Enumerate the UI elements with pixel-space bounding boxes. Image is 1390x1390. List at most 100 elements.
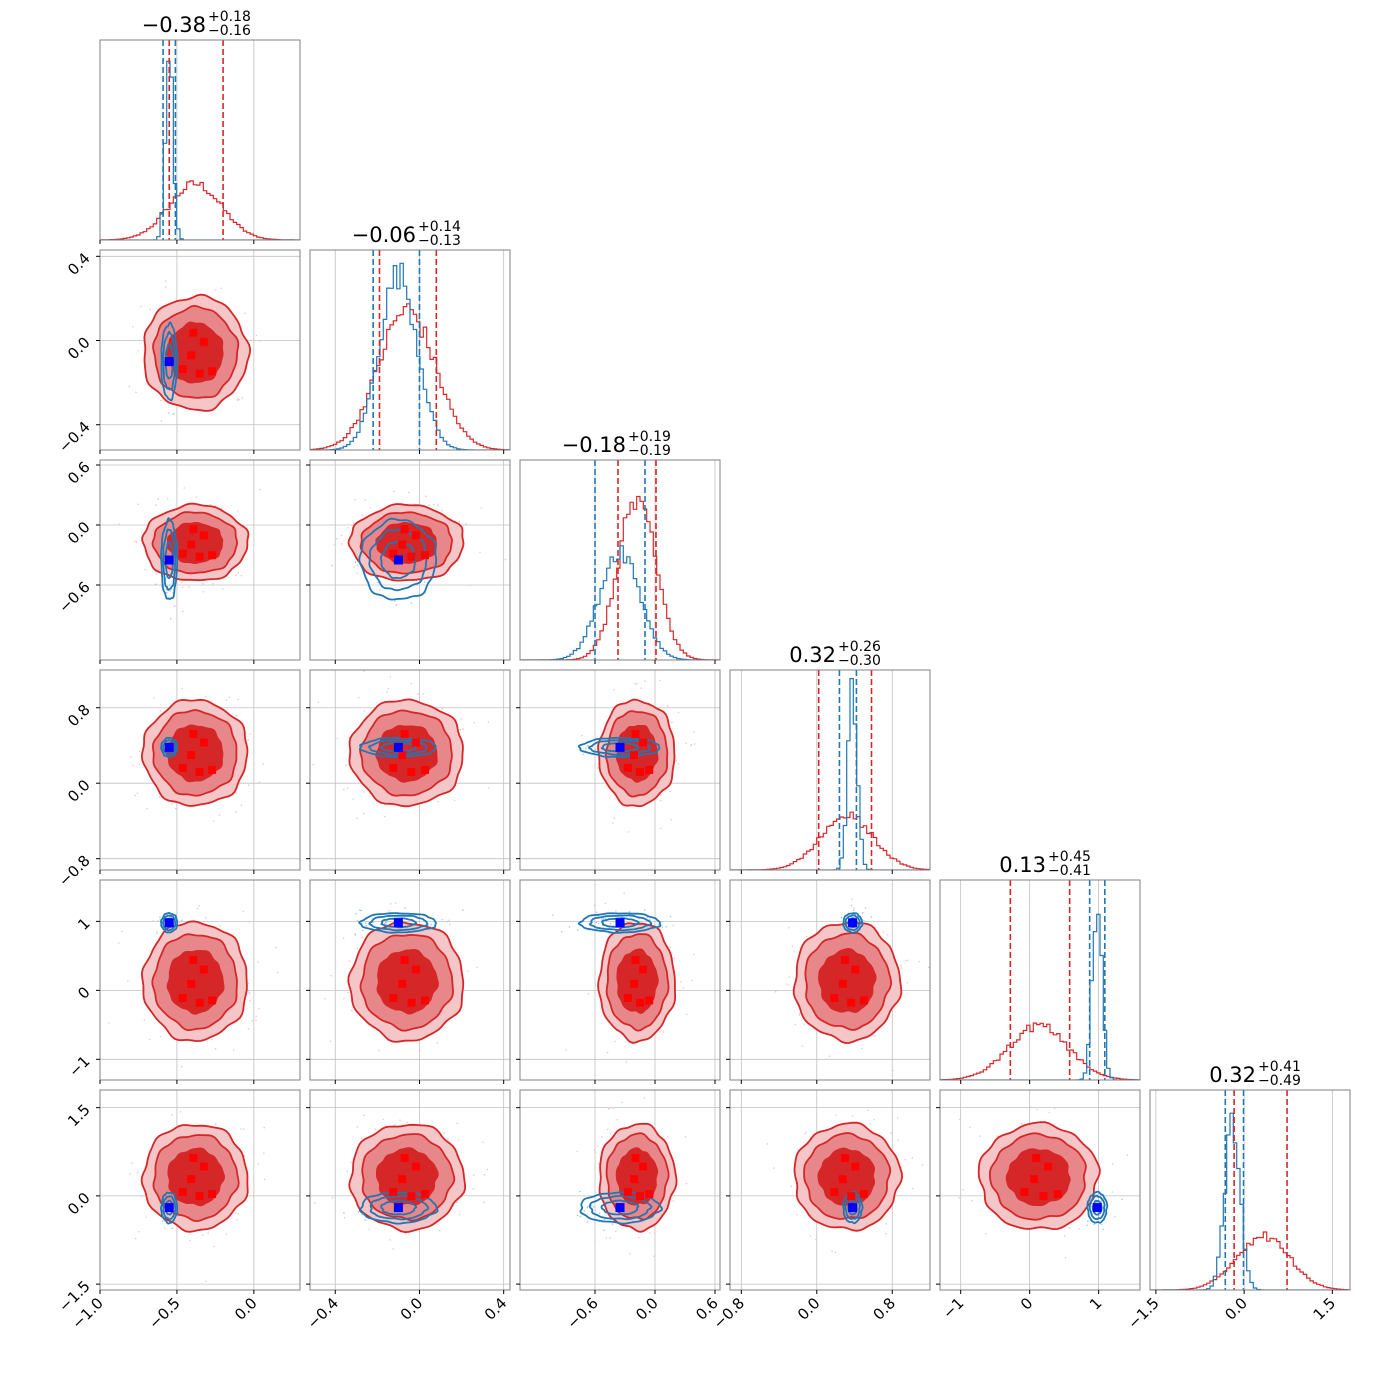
red-histogram [100, 180, 300, 240]
red-marker [178, 763, 187, 772]
red-sample-point [250, 733, 252, 735]
red-sample-point [886, 933, 889, 936]
panel-frame [729, 879, 931, 1081]
red-marker [411, 1162, 420, 1171]
red-marker [421, 1190, 429, 1198]
red-sample-point [625, 1061, 628, 1064]
red-marker [1029, 1175, 1038, 1184]
blue-sample-point [386, 920, 388, 923]
red-sample-point [251, 1020, 253, 1022]
red-marker [1032, 1154, 1041, 1162]
red-sample-point [798, 1012, 801, 1015]
red-sample-point [127, 980, 129, 982]
red-sample-point [221, 588, 224, 590]
red-marker [178, 994, 187, 1002]
blue-sample-point [1087, 1220, 1089, 1222]
red-sample-point [188, 586, 190, 588]
red-sample-point [851, 898, 853, 900]
red-sample-point [128, 385, 131, 388]
red-sample-point [662, 1031, 664, 1033]
red-sample-point [340, 543, 343, 545]
red-sample-point [179, 1111, 182, 1113]
red-sample-point [669, 790, 671, 793]
blue-sample-point [586, 1221, 589, 1223]
red-sample-point [392, 1248, 394, 1250]
red-sample-point [828, 1055, 831, 1057]
blue-contour [588, 1194, 653, 1221]
red-sample-point [904, 1158, 907, 1161]
red-sample-point [386, 691, 388, 693]
red-sample-point [900, 967, 903, 969]
red-sample-point [139, 305, 142, 308]
red-sample-point [388, 909, 390, 912]
red-sample-point [141, 1196, 143, 1198]
blue-contour [358, 1191, 439, 1225]
blue-sample-point [161, 1220, 164, 1223]
red-sample-point [211, 1038, 213, 1041]
red-sample-point [869, 1123, 872, 1125]
blue-sample-point [576, 1214, 579, 1217]
blue-sample-point [640, 920, 642, 923]
blue-truth-marker [164, 555, 174, 565]
red-sample-point [594, 1168, 596, 1171]
blue-contour [162, 330, 177, 391]
red-sample-point [145, 1216, 147, 1218]
red-sample-point [1029, 1106, 1032, 1108]
red-marker [847, 1192, 856, 1201]
y-tick-label: 0.0 [64, 1189, 94, 1219]
red-sample-point [392, 661, 394, 663]
red-sample-point [240, 574, 243, 577]
red-marker [630, 979, 638, 988]
panel-frame [99, 39, 301, 241]
red-sample-point [644, 680, 646, 682]
red-sample-point [384, 815, 386, 818]
red-sample-point [363, 710, 366, 712]
red-sample-point [130, 756, 132, 758]
red-marker [208, 1190, 217, 1198]
red-sample-point [649, 1085, 651, 1087]
red-sample-point [143, 1019, 146, 1021]
red-sample-point [861, 1047, 863, 1050]
red-sample-point [350, 1161, 352, 1164]
red-sample-point [131, 1162, 134, 1164]
blue-sample-point [462, 909, 464, 911]
blue-histogram [100, 60, 300, 240]
red-sample-point [331, 1197, 334, 1199]
red-sample-point [594, 716, 596, 719]
blue-sample-point [665, 926, 667, 928]
red-sample-point [890, 1132, 892, 1134]
blue-contour [358, 517, 438, 601]
red-marker [645, 765, 654, 774]
red-sample-point [213, 820, 215, 822]
red-sample-point [155, 573, 157, 575]
panel-frame [519, 1089, 721, 1291]
red-sample-point [207, 1232, 209, 1234]
red-sample-point [368, 1228, 371, 1231]
red-sample-point [604, 902, 607, 905]
red-sample-point [275, 946, 277, 949]
red-sample-point [667, 1136, 669, 1138]
red-sample-point [804, 1132, 806, 1135]
red-sample-point [660, 827, 662, 830]
red-sample-point [614, 1040, 616, 1043]
blue-sample-point [364, 1219, 366, 1222]
red-sample-point [242, 1128, 245, 1130]
red-sample-point [605, 1237, 608, 1239]
red-sample-point [212, 583, 214, 585]
y-tick-label: 0.0 [64, 776, 94, 806]
red-sample-point [333, 544, 336, 546]
blue-contour [380, 917, 418, 929]
blue-sample-point [864, 907, 867, 909]
blue-sample-point [383, 922, 386, 925]
title-value: −0.18 [562, 433, 626, 457]
red-sample-point [242, 910, 245, 913]
red-histogram [730, 811, 930, 870]
red-sample-point [198, 904, 200, 907]
blue-contour [160, 321, 179, 402]
red-sample-point [352, 522, 355, 524]
red-marker [398, 540, 407, 549]
red-marker [421, 765, 429, 774]
red-sample-point [693, 731, 695, 733]
red-sample-point [612, 1107, 615, 1109]
red-sample-point [654, 836, 656, 839]
